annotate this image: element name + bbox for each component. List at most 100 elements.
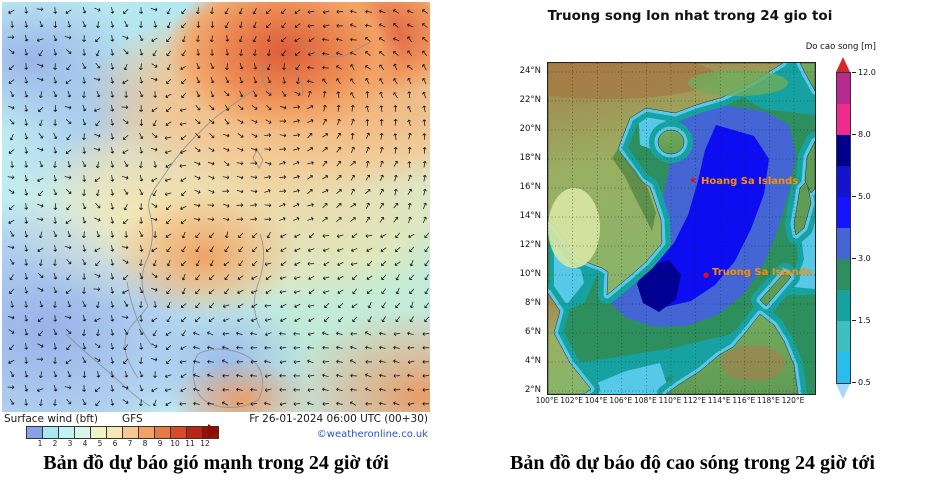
wind-arrow-icon: → bbox=[278, 172, 287, 184]
wind-arrow-icon: → bbox=[149, 90, 160, 99]
wind-arrow-icon: → bbox=[77, 243, 89, 254]
wind-arrow-icon: → bbox=[105, 201, 117, 212]
forecast-timestamp: Fr 26-01-2024 06:00 UTC (00+30) bbox=[249, 413, 428, 425]
wind-arrow-icon: → bbox=[149, 370, 160, 379]
wind-arrow-icon: → bbox=[277, 130, 288, 142]
wind-arrow-icon: → bbox=[105, 75, 117, 85]
wind-arrow-icon: → bbox=[263, 130, 273, 142]
wind-arrow-icon: → bbox=[364, 355, 373, 367]
wind-arrow-icon: → bbox=[5, 299, 17, 309]
wind-arrow-icon: → bbox=[205, 33, 218, 44]
wind-arrow-icon: → bbox=[148, 300, 160, 309]
wind-arrow-icon: → bbox=[278, 144, 287, 156]
wind-arrow-icon: → bbox=[91, 328, 103, 338]
wind-arrow-icon: → bbox=[220, 229, 232, 240]
wind-arrow-icon: → bbox=[134, 342, 146, 351]
wind-arrow-icon: → bbox=[77, 146, 89, 155]
wind-arrow-icon: → bbox=[34, 229, 46, 240]
wind-arrow-icon: → bbox=[105, 187, 117, 197]
wind-arrow-icon: → bbox=[48, 145, 60, 156]
lat-tick-label: 14°N bbox=[519, 211, 541, 221]
wind-arrow-icon: → bbox=[363, 341, 373, 353]
wind-arrow-icon: → bbox=[220, 299, 231, 311]
wind-arrow-icon: → bbox=[49, 202, 60, 211]
wind-arrow-icon: → bbox=[392, 383, 401, 395]
wind-arrow-icon: → bbox=[35, 214, 44, 226]
hoang-sa-marker-icon: ★ bbox=[689, 176, 698, 186]
wind-arrow-icon: → bbox=[91, 299, 103, 310]
wind-arrow-icon: → bbox=[134, 145, 146, 156]
wind-arrow-icon: → bbox=[421, 341, 430, 353]
wind-arrow-icon: → bbox=[20, 20, 31, 29]
wind-arrow-icon: → bbox=[77, 174, 89, 183]
colorbar-over-arrow-icon bbox=[836, 57, 850, 72]
lat-tick-label: 8°N bbox=[524, 298, 541, 308]
wind-arrow-icon: → bbox=[421, 327, 430, 339]
wind-arrow-icon: → bbox=[92, 284, 101, 296]
wind-arrow-icon: → bbox=[120, 242, 130, 254]
lon-tick-label: 100°E bbox=[535, 396, 559, 405]
wind-arrow-icon: → bbox=[249, 214, 259, 226]
wind-arrow-icon: → bbox=[234, 383, 245, 395]
wind-arrow-icon: → bbox=[192, 355, 202, 367]
lon-tick-label: 116°E bbox=[732, 396, 756, 405]
wind-arrow-icon: → bbox=[333, 90, 345, 100]
wind-arrow-icon: → bbox=[349, 383, 359, 395]
wind-arrow-icon: → bbox=[20, 160, 31, 169]
wind-arrow-icon: → bbox=[105, 47, 117, 57]
wind-arrow-icon: → bbox=[206, 397, 216, 409]
wind-arrow-icon: → bbox=[278, 369, 287, 381]
scale-box bbox=[106, 426, 123, 439]
wind-beaufort-scale bbox=[26, 426, 219, 439]
colorbar-band bbox=[837, 352, 850, 383]
wind-arrow-icon: → bbox=[77, 341, 89, 352]
wind-arrow-icon: → bbox=[105, 257, 117, 268]
wind-arrow-icon: → bbox=[292, 355, 302, 367]
wind-arrow-icon: → bbox=[320, 229, 330, 241]
wind-arrow-icon: → bbox=[220, 327, 230, 339]
wind-arrow-icon: → bbox=[48, 341, 60, 351]
wind-arrow-icon: → bbox=[19, 383, 32, 394]
wind-arrow-icon: → bbox=[277, 397, 288, 409]
wind-arrow-icon: → bbox=[421, 383, 430, 395]
wind-arrow-icon: → bbox=[335, 5, 344, 17]
wind-arrow-icon: → bbox=[20, 300, 31, 309]
wind-arrow-icon: → bbox=[33, 117, 46, 128]
wind-arrow-icon: → bbox=[362, 118, 374, 127]
colorbar-band bbox=[837, 104, 850, 135]
scale-box bbox=[58, 426, 75, 439]
wind-arrow-icon: → bbox=[377, 118, 388, 127]
wind-arrow-icon: → bbox=[321, 355, 330, 367]
wind-arrow-icon: → bbox=[220, 62, 232, 71]
wind-map: → → → → → → → → → → → → → → → → → → → → → → → → → → → → → → → → → → → → → → → →… bbox=[2, 2, 430, 412]
colorbar-tick bbox=[852, 72, 856, 73]
wind-arrow-icon: → bbox=[320, 19, 331, 31]
watermark-link[interactable]: ©weatheronline.co.uk bbox=[316, 429, 428, 440]
wind-arrow-icon: → bbox=[391, 104, 402, 113]
wind-arrow-icon: → bbox=[63, 312, 73, 324]
wind-arrow-icon: → bbox=[277, 271, 288, 283]
wind-arrow-icon: → bbox=[376, 104, 388, 114]
wind-arrow-icon: → bbox=[20, 202, 31, 211]
wind-arrow-icon: → bbox=[91, 187, 103, 198]
wind-arrow-icon: → bbox=[178, 397, 187, 409]
wind-arrow-icon: → bbox=[292, 397, 302, 409]
colorbar-tick bbox=[852, 258, 856, 259]
wind-arrow-icon: → bbox=[278, 327, 287, 339]
wind-arrow-icon: → bbox=[134, 300, 146, 309]
wind-arrow-icon: → bbox=[105, 145, 117, 155]
wind-arrow-icon: → bbox=[421, 397, 430, 409]
wind-arrow-icon: → bbox=[20, 117, 32, 127]
scale-box bbox=[122, 426, 139, 439]
wind-arrow-icon: → bbox=[363, 229, 373, 241]
wind-arrow-icon: → bbox=[263, 200, 273, 212]
truong-sa-label: Truong Sa Islands bbox=[712, 267, 812, 278]
wind-arrow-icon: → bbox=[363, 19, 373, 31]
wind-arrow-icon: → bbox=[306, 61, 316, 73]
wind-arrow-icon: → bbox=[419, 146, 430, 155]
wind-arrow-icon: → bbox=[63, 172, 73, 184]
wind-arrow-icon: → bbox=[320, 47, 330, 59]
longitude-axis: 100°E 102°E 104°E 106°E 108°E 110°E 112°E 114°E… bbox=[536, 396, 814, 408]
wave-map-title: Truong song lon nhat trong 24 gio toi bbox=[547, 8, 833, 24]
